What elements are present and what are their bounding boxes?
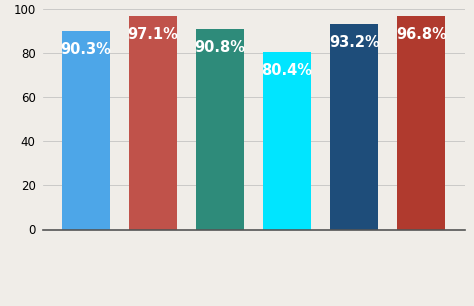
Bar <box>330 24 378 230</box>
Text: 80.4%: 80.4% <box>262 63 313 78</box>
Text: 96.8%: 96.8% <box>396 27 447 42</box>
Bar <box>196 29 244 230</box>
Bar <box>397 16 446 229</box>
Bar <box>62 31 110 230</box>
Bar <box>263 52 311 229</box>
Bar <box>129 16 177 229</box>
Text: 93.2%: 93.2% <box>329 35 380 50</box>
Text: 97.1%: 97.1% <box>128 27 178 42</box>
Text: 90.3%: 90.3% <box>61 42 111 57</box>
Text: 90.8%: 90.8% <box>194 40 246 55</box>
